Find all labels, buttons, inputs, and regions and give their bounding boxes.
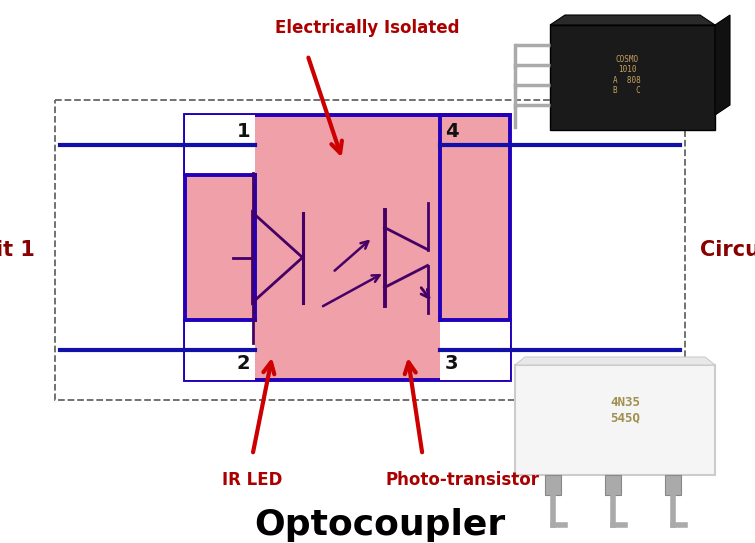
Polygon shape (550, 15, 715, 25)
Bar (185, 115, 510, 380)
Polygon shape (515, 357, 715, 365)
Bar (665, 475, 681, 495)
Text: 2: 2 (236, 354, 250, 373)
Text: Circuit 1: Circuit 1 (0, 240, 35, 260)
Text: Optocoupler: Optocoupler (254, 508, 506, 542)
Text: 4: 4 (445, 122, 458, 141)
Bar (440, 320, 510, 380)
Text: 4N35
545Q: 4N35 545Q (610, 396, 640, 424)
Bar (185, 115, 255, 175)
Text: Photo-transistor: Photo-transistor (386, 471, 540, 489)
Bar (185, 320, 255, 380)
Bar (515, 365, 715, 475)
Bar (545, 475, 561, 495)
Text: Circuit 2: Circuit 2 (700, 240, 755, 260)
Text: COSMO
1010
A  808
B    C: COSMO 1010 A 808 B C (613, 55, 641, 95)
Bar (55, 100, 685, 400)
Text: IR LED: IR LED (222, 471, 282, 489)
Text: 3: 3 (445, 354, 458, 373)
Bar (550, 25, 715, 130)
Bar (605, 475, 621, 495)
Text: 1: 1 (236, 122, 250, 141)
Text: Electrically Isolated: Electrically Isolated (276, 19, 460, 37)
Polygon shape (715, 15, 730, 115)
